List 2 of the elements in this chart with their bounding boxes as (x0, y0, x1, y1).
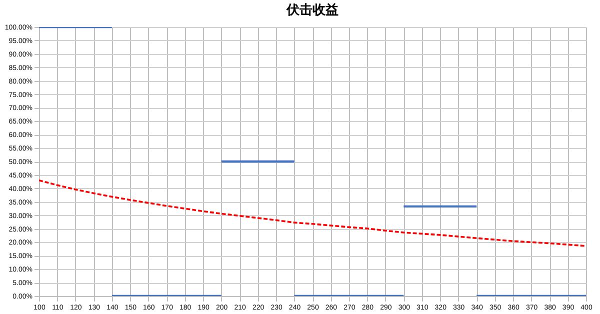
line-series (39, 179, 586, 247)
chart-title: 伏击收益 (286, 3, 338, 18)
